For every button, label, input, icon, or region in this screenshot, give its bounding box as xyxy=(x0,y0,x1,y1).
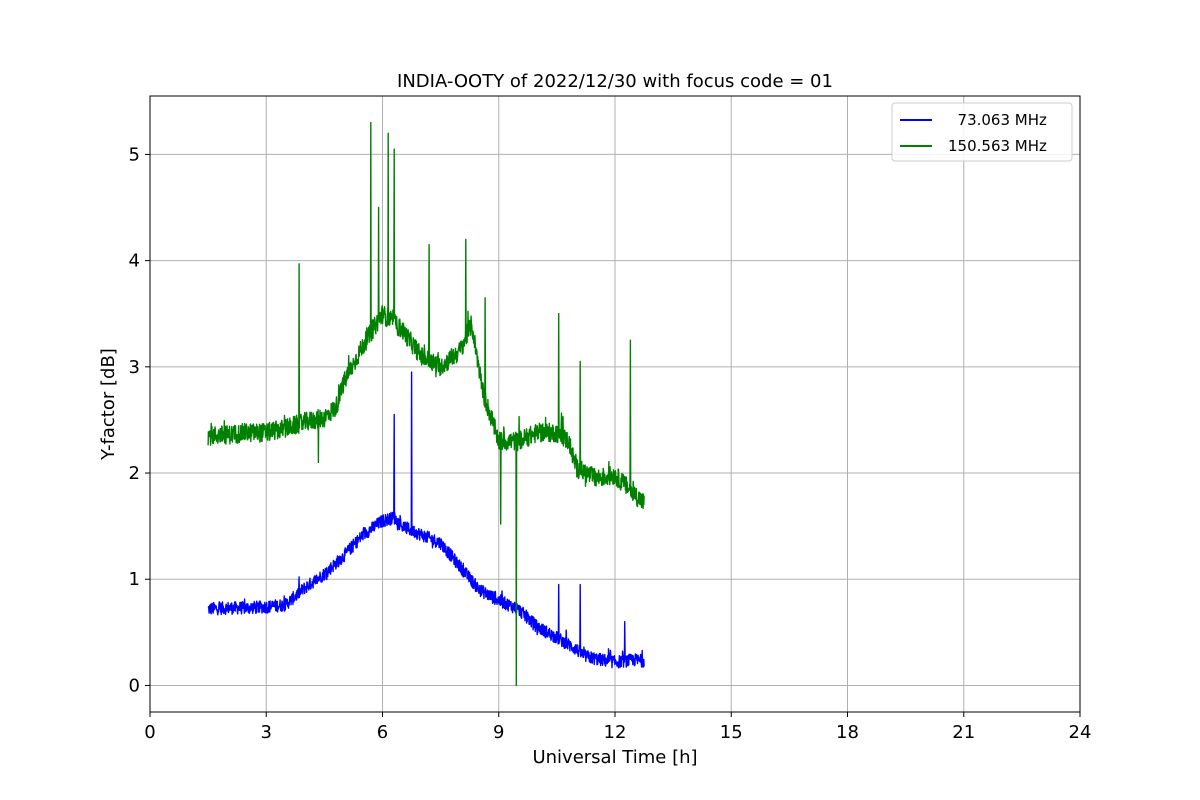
chart-title: INDIA-OOTY of 2022/12/30 with focus code… xyxy=(397,71,833,92)
series-line-1 xyxy=(207,371,645,669)
legend-box xyxy=(891,102,1073,162)
y-tick-label: 1 xyxy=(129,569,140,590)
series-layer xyxy=(207,121,645,687)
y-axis-ticks: 0 1 2 3 4 5 xyxy=(129,144,150,696)
x-axis-label: Universal Time [h] xyxy=(532,747,697,768)
y-tick-label: 0 xyxy=(129,675,140,696)
y-axis-label: Y-factor [dB] xyxy=(98,348,119,461)
x-tick-label: 12 xyxy=(604,722,627,743)
x-tick-label: 9 xyxy=(493,722,504,743)
legend-entry: 150.563 MHz xyxy=(948,137,1047,155)
x-tick-label: 0 xyxy=(144,722,155,743)
legend-entry: 73.063 MHz xyxy=(948,111,1047,129)
x-tick-label: 18 xyxy=(836,722,859,743)
x-axis-ticks: 0 3 6 9 12 15 18 21 24 xyxy=(144,712,1091,743)
series-line-2 xyxy=(207,121,645,687)
y-tick-label: 3 xyxy=(129,357,140,378)
x-tick-label: 3 xyxy=(261,722,272,743)
legend: 73.063 MHz 150.563 MHz xyxy=(891,102,1073,162)
y-tick-label: 4 xyxy=(129,251,140,272)
y-tick-label: 2 xyxy=(129,463,140,484)
y-tick-label: 5 xyxy=(129,144,140,165)
x-tick-label: 6 xyxy=(377,722,388,743)
x-tick-label: 24 xyxy=(1069,722,1092,743)
x-tick-label: 21 xyxy=(952,722,975,743)
x-tick-label: 15 xyxy=(720,722,743,743)
